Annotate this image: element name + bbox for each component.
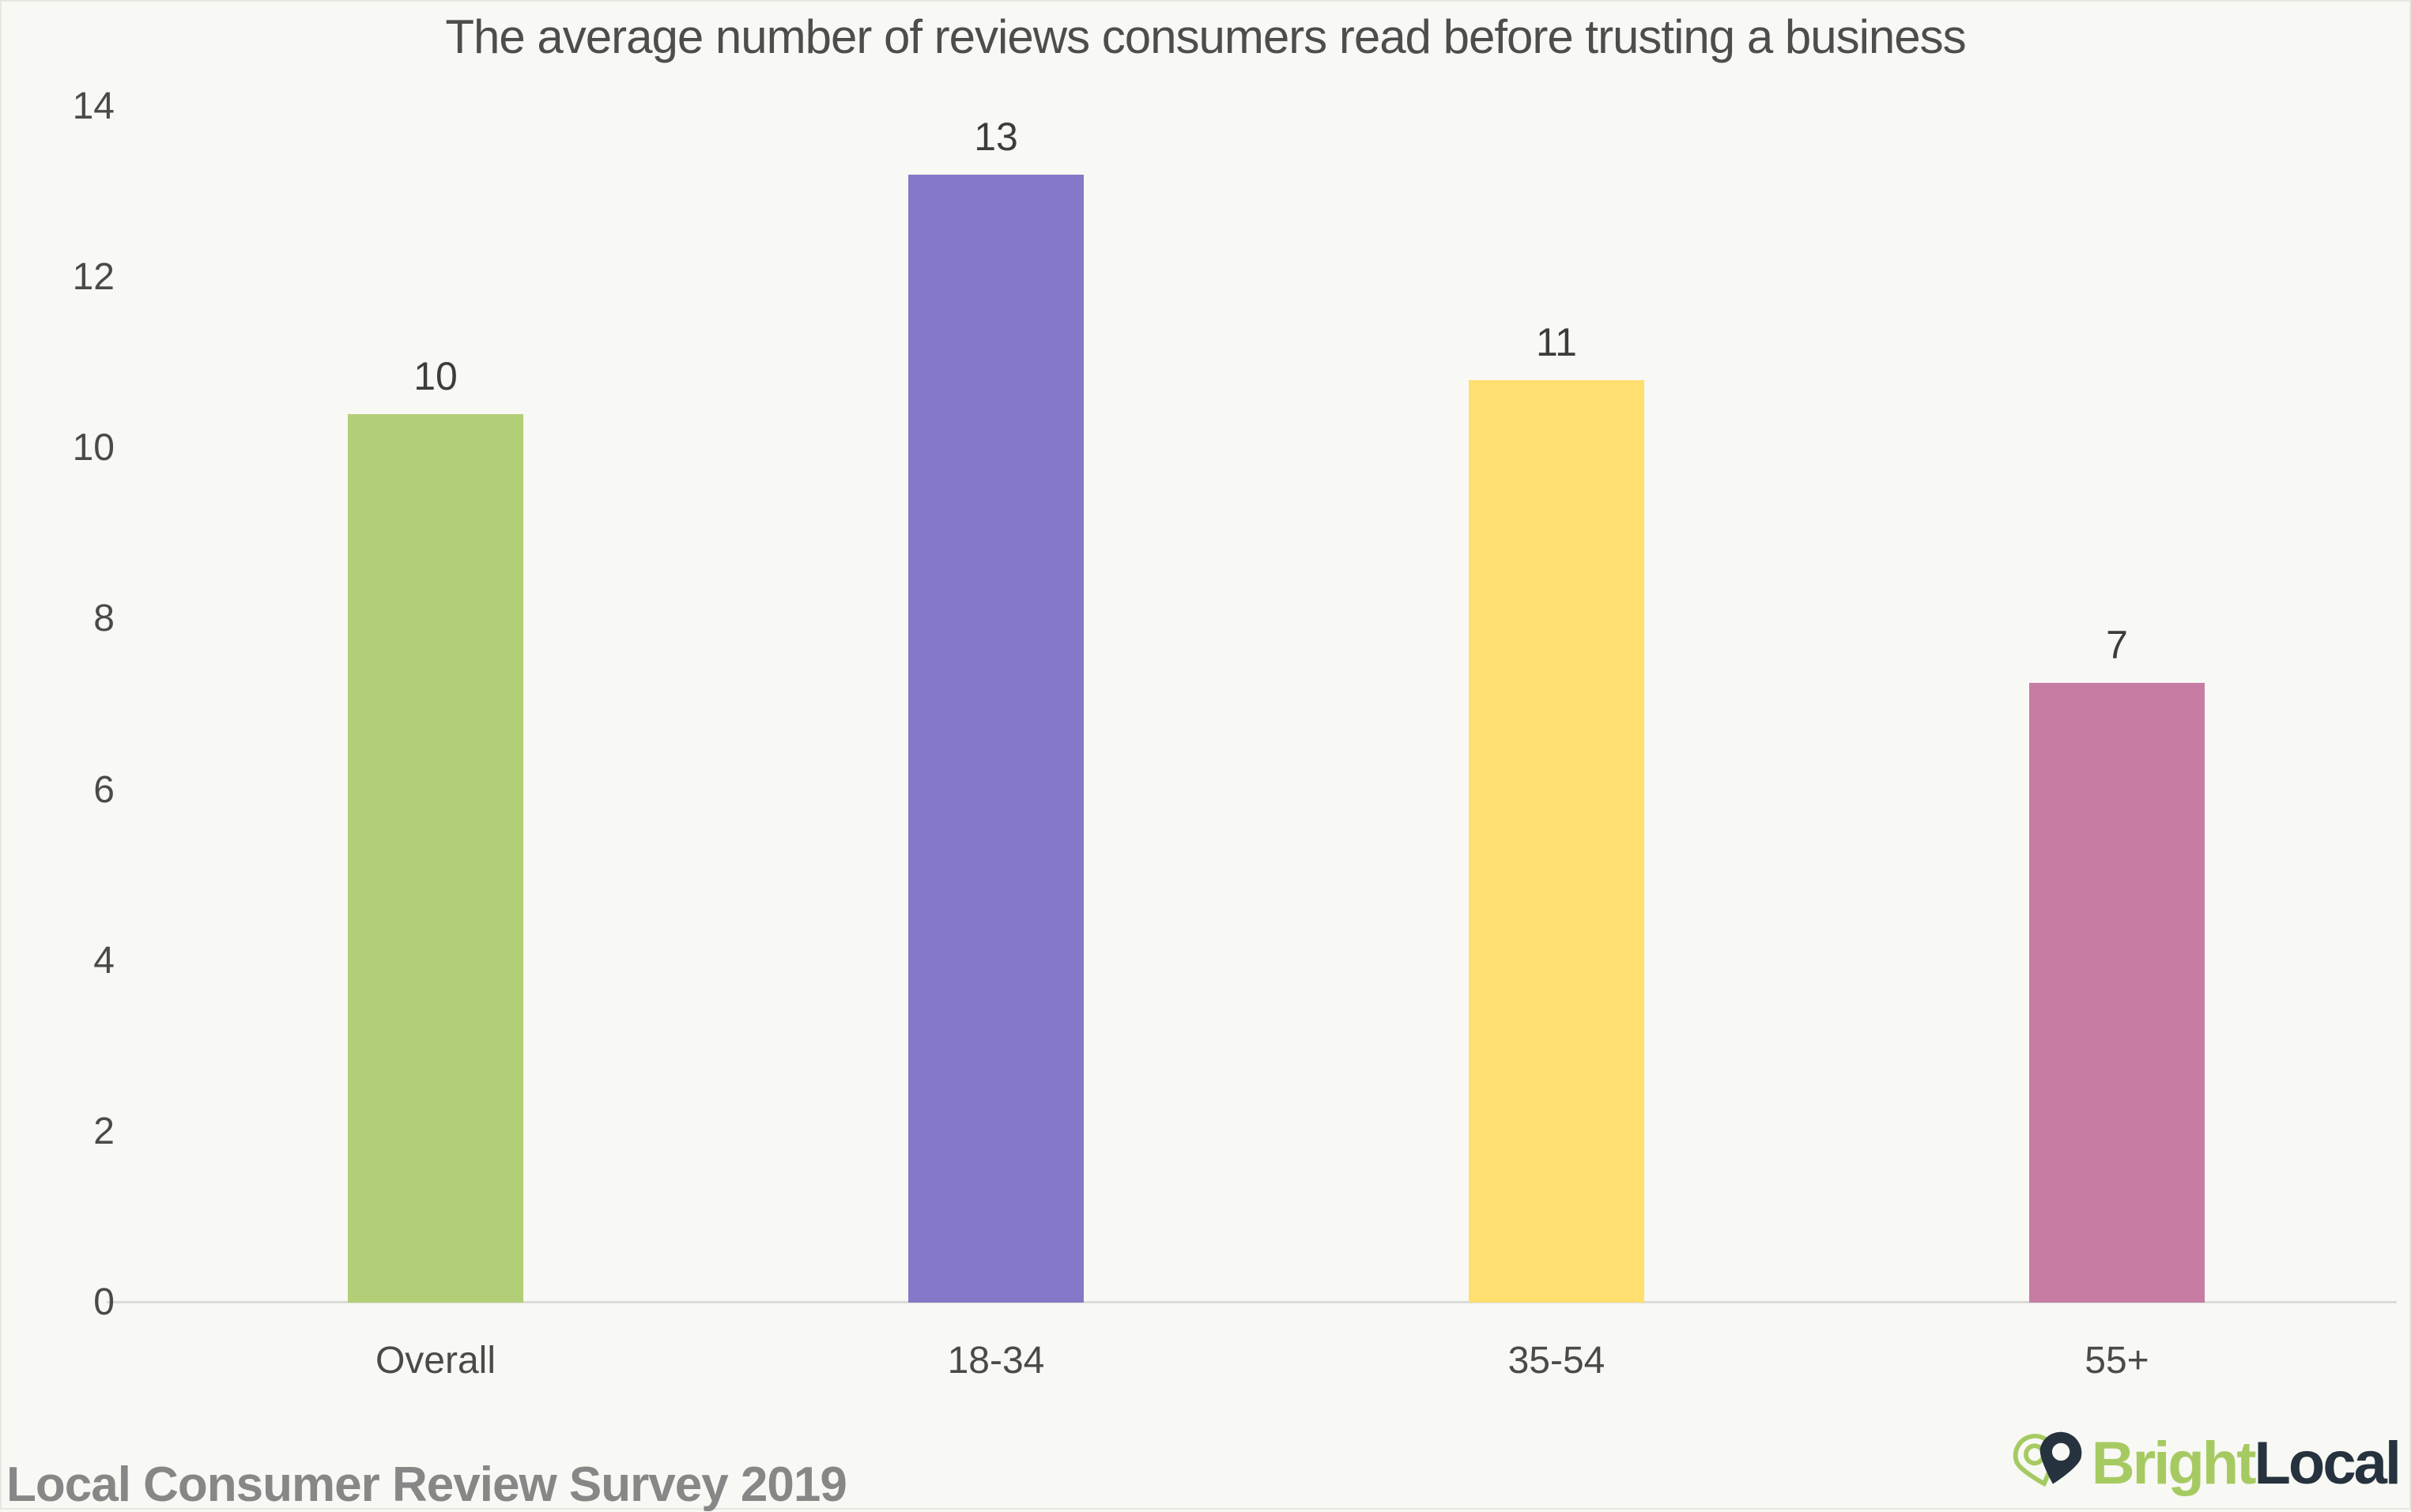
y-axis-tick-label-0: 0 bbox=[93, 1281, 115, 1323]
bar-35-54 bbox=[1469, 379, 1644, 1303]
y-axis-tick-label-4: 4 bbox=[93, 939, 115, 982]
y-axis-tick-label-6: 6 bbox=[93, 768, 115, 811]
bar-value-label-18-34: 13 bbox=[974, 115, 1018, 160]
bar-18-34 bbox=[908, 175, 1084, 1303]
bar-55 bbox=[2029, 683, 2205, 1303]
map-pin-icon bbox=[2013, 1431, 2082, 1487]
x-axis-category-label-35-54: 35-54 bbox=[1507, 1340, 1605, 1382]
x-axis-category-label-18-34: 18-34 bbox=[947, 1340, 1045, 1382]
x-axis-line bbox=[107, 1301, 2397, 1303]
y-axis-tick-label-2: 2 bbox=[93, 1110, 115, 1152]
logo-text-bright: Bright bbox=[2091, 1430, 2257, 1497]
y-axis-tick-label-14: 14 bbox=[72, 85, 115, 128]
logo-wordmark: BrightLocal bbox=[2091, 1423, 2402, 1505]
y-axis-tick-label-8: 8 bbox=[93, 598, 115, 640]
x-axis-category-label-overall: Overall bbox=[375, 1340, 496, 1382]
bar-overall bbox=[348, 414, 523, 1303]
bar-value-label-overall: 10 bbox=[413, 354, 458, 399]
brightlocal-logo: BrightLocal bbox=[2011, 1423, 2402, 1505]
bar-value-label-35-54: 11 bbox=[1536, 319, 1577, 364]
source-caption: Local Consumer Review Survey 2019 bbox=[6, 1457, 847, 1512]
chart-title: The average number of reviews consumers … bbox=[445, 10, 1966, 63]
y-axis-tick-label-12: 12 bbox=[72, 256, 115, 299]
x-axis-category-label-55: 55+ bbox=[2085, 1340, 2149, 1382]
y-axis-tick-label-10: 10 bbox=[72, 427, 115, 469]
logo-text-local: Local bbox=[2254, 1430, 2402, 1497]
bar-value-label-55: 7 bbox=[2106, 623, 2128, 668]
